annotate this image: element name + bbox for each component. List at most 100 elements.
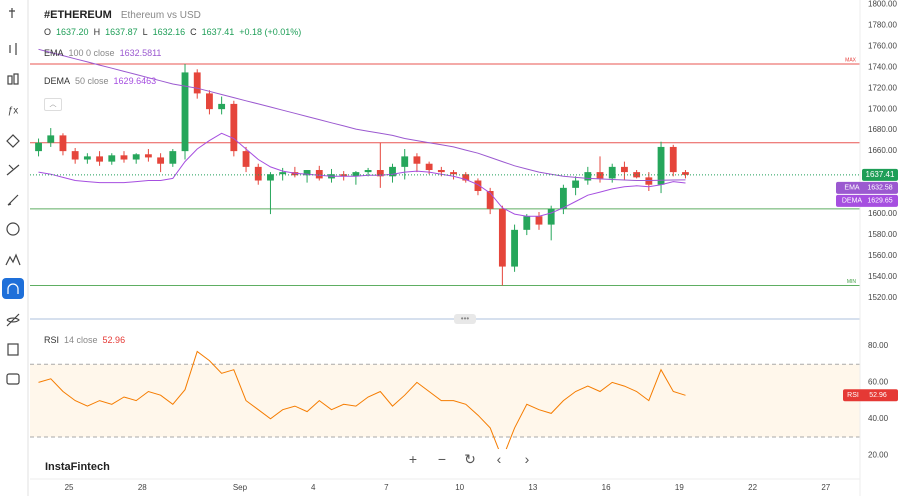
indicator-tag-value: 1632.58: [867, 185, 892, 192]
y-tick-label: 1580.00: [868, 230, 897, 239]
ohlc-row: O 1637.20 H 1637.87 L 1632.16 C 1637.41 +0.18 (+…: [44, 27, 301, 37]
candle-body: [120, 155, 128, 160]
ohlc-value: 1637.41: [201, 27, 235, 37]
candle-body: [608, 166, 616, 179]
candle-body: [437, 170, 445, 173]
x-tick-label: 13: [528, 483, 537, 492]
last-price-tag: [862, 168, 898, 181]
candle-body: [559, 187, 567, 209]
indicator-name: DEMA: [44, 76, 71, 86]
symbol: #ETHEREUM: [44, 9, 112, 21]
candle-body: [181, 72, 189, 152]
candle-body: [523, 216, 531, 230]
tool-magnet-icon: [7, 283, 19, 294]
tool-formula[interactable]: ƒx: [8, 106, 19, 117]
tool-bars[interactable]: [7, 75, 13, 85]
tool-magnet-active[interactable]: [2, 278, 24, 299]
x-tick-label: 19: [675, 483, 684, 492]
scroll-right[interactable]: ›: [516, 449, 538, 469]
candle-body: [474, 180, 482, 192]
candle-body: [547, 208, 555, 225]
candle-body: [462, 174, 470, 181]
tool-screenshot[interactable]: [6, 373, 20, 385]
x-tick-label: Sep: [233, 483, 248, 492]
indicator-tag: [836, 194, 898, 207]
candle-body: [169, 151, 177, 164]
rsi-tick-label: 20.00: [868, 450, 889, 459]
y-tick-label: 1780.00: [868, 20, 897, 29]
candle-body: [376, 170, 384, 177]
candle-body: [59, 135, 67, 152]
x-tick-label: 16: [602, 483, 611, 492]
ohlc-label: C: [190, 27, 197, 37]
candle-body: [413, 156, 421, 164]
candle-body: [230, 103, 238, 152]
scroll-left[interactable]: ‹: [488, 449, 510, 469]
candle-body: [352, 172, 360, 177]
tool-hide[interactable]: [6, 313, 20, 327]
tool-fib[interactable]: [6, 164, 20, 176]
candle-body: [71, 151, 79, 160]
candle-body: [401, 156, 409, 167]
rsi-tick-label: 60.00: [868, 378, 889, 387]
y-tick-label: 1700.00: [868, 104, 897, 113]
candle-body: [193, 72, 201, 94]
candle-body: [340, 174, 348, 177]
zoom-out[interactable]: −: [431, 449, 453, 469]
candle-body: [206, 93, 213, 110]
y-tick-label: 1660.00: [868, 146, 897, 155]
change: +0.18 (+0.01%): [239, 27, 302, 37]
plot-area: MAX MIN: [30, 48, 860, 461]
rsi-tag-value: 52.96: [869, 392, 887, 399]
candle-body: [35, 142, 42, 152]
tool-delete[interactable]: [7, 343, 19, 356]
x-tick-label: 25: [65, 483, 74, 492]
y-tick-label: 1760.00: [868, 41, 897, 50]
x-tick-label: 10: [455, 483, 464, 492]
tool-pattern[interactable]: [5, 253, 21, 266]
indicator-tag-name: EMA: [844, 185, 860, 192]
collapse-button[interactable]: ︿: [44, 98, 62, 111]
zoom-in[interactable]: +: [402, 449, 424, 469]
rsi-tag: [843, 389, 898, 402]
tool-brush[interactable]: [7, 194, 19, 206]
indicator-tag-name: DEMA: [842, 198, 863, 205]
y-tick-label: 1800.00: [868, 0, 897, 8]
indicator-tag: [836, 181, 898, 194]
candle-body: [303, 170, 311, 176]
ohlc-label: H: [93, 27, 101, 37]
rsi-name: RSI: [44, 335, 60, 345]
pane-handle-dots: •••: [461, 314, 470, 323]
candle-body: [389, 166, 396, 177]
level-label: MAX: [845, 57, 857, 63]
candle-body: [584, 172, 592, 181]
tool-lines[interactable]: [6, 134, 20, 148]
candle-body: [254, 166, 262, 181]
ohlc-label: O: [44, 27, 52, 37]
pane-handle[interactable]: [454, 314, 476, 324]
tool-emoji[interactable]: [6, 222, 20, 236]
candle-body: [83, 156, 91, 160]
candle-body: [498, 208, 506, 267]
tool-crosshair[interactable]: [9, 8, 15, 18]
ohlc-label: L: [142, 27, 148, 37]
candle-body: [486, 191, 494, 209]
y-tick-label: 1520.00: [868, 293, 897, 302]
indicator-line: [38, 48, 686, 181]
x-tick-label: 22: [748, 483, 757, 492]
logo: InstaFintech: [45, 461, 110, 473]
last-price-value: 1637.41: [866, 170, 895, 179]
indicator-line: [38, 132, 686, 217]
reset[interactable]: ↻: [459, 449, 481, 469]
ohlc-value: 1637.20: [56, 27, 89, 37]
rsi-params: 14 close: [64, 335, 98, 345]
x-tick-label: 27: [821, 483, 830, 492]
tool-candles[interactable]: [9, 43, 17, 55]
candle-body: [511, 229, 518, 267]
rsi-row: RSI 14 close 52.96: [44, 335, 125, 345]
rsi-tick-label: 80.00: [868, 341, 889, 350]
candle-body: [315, 170, 323, 179]
indicator-params: 100 0 close: [68, 48, 115, 58]
